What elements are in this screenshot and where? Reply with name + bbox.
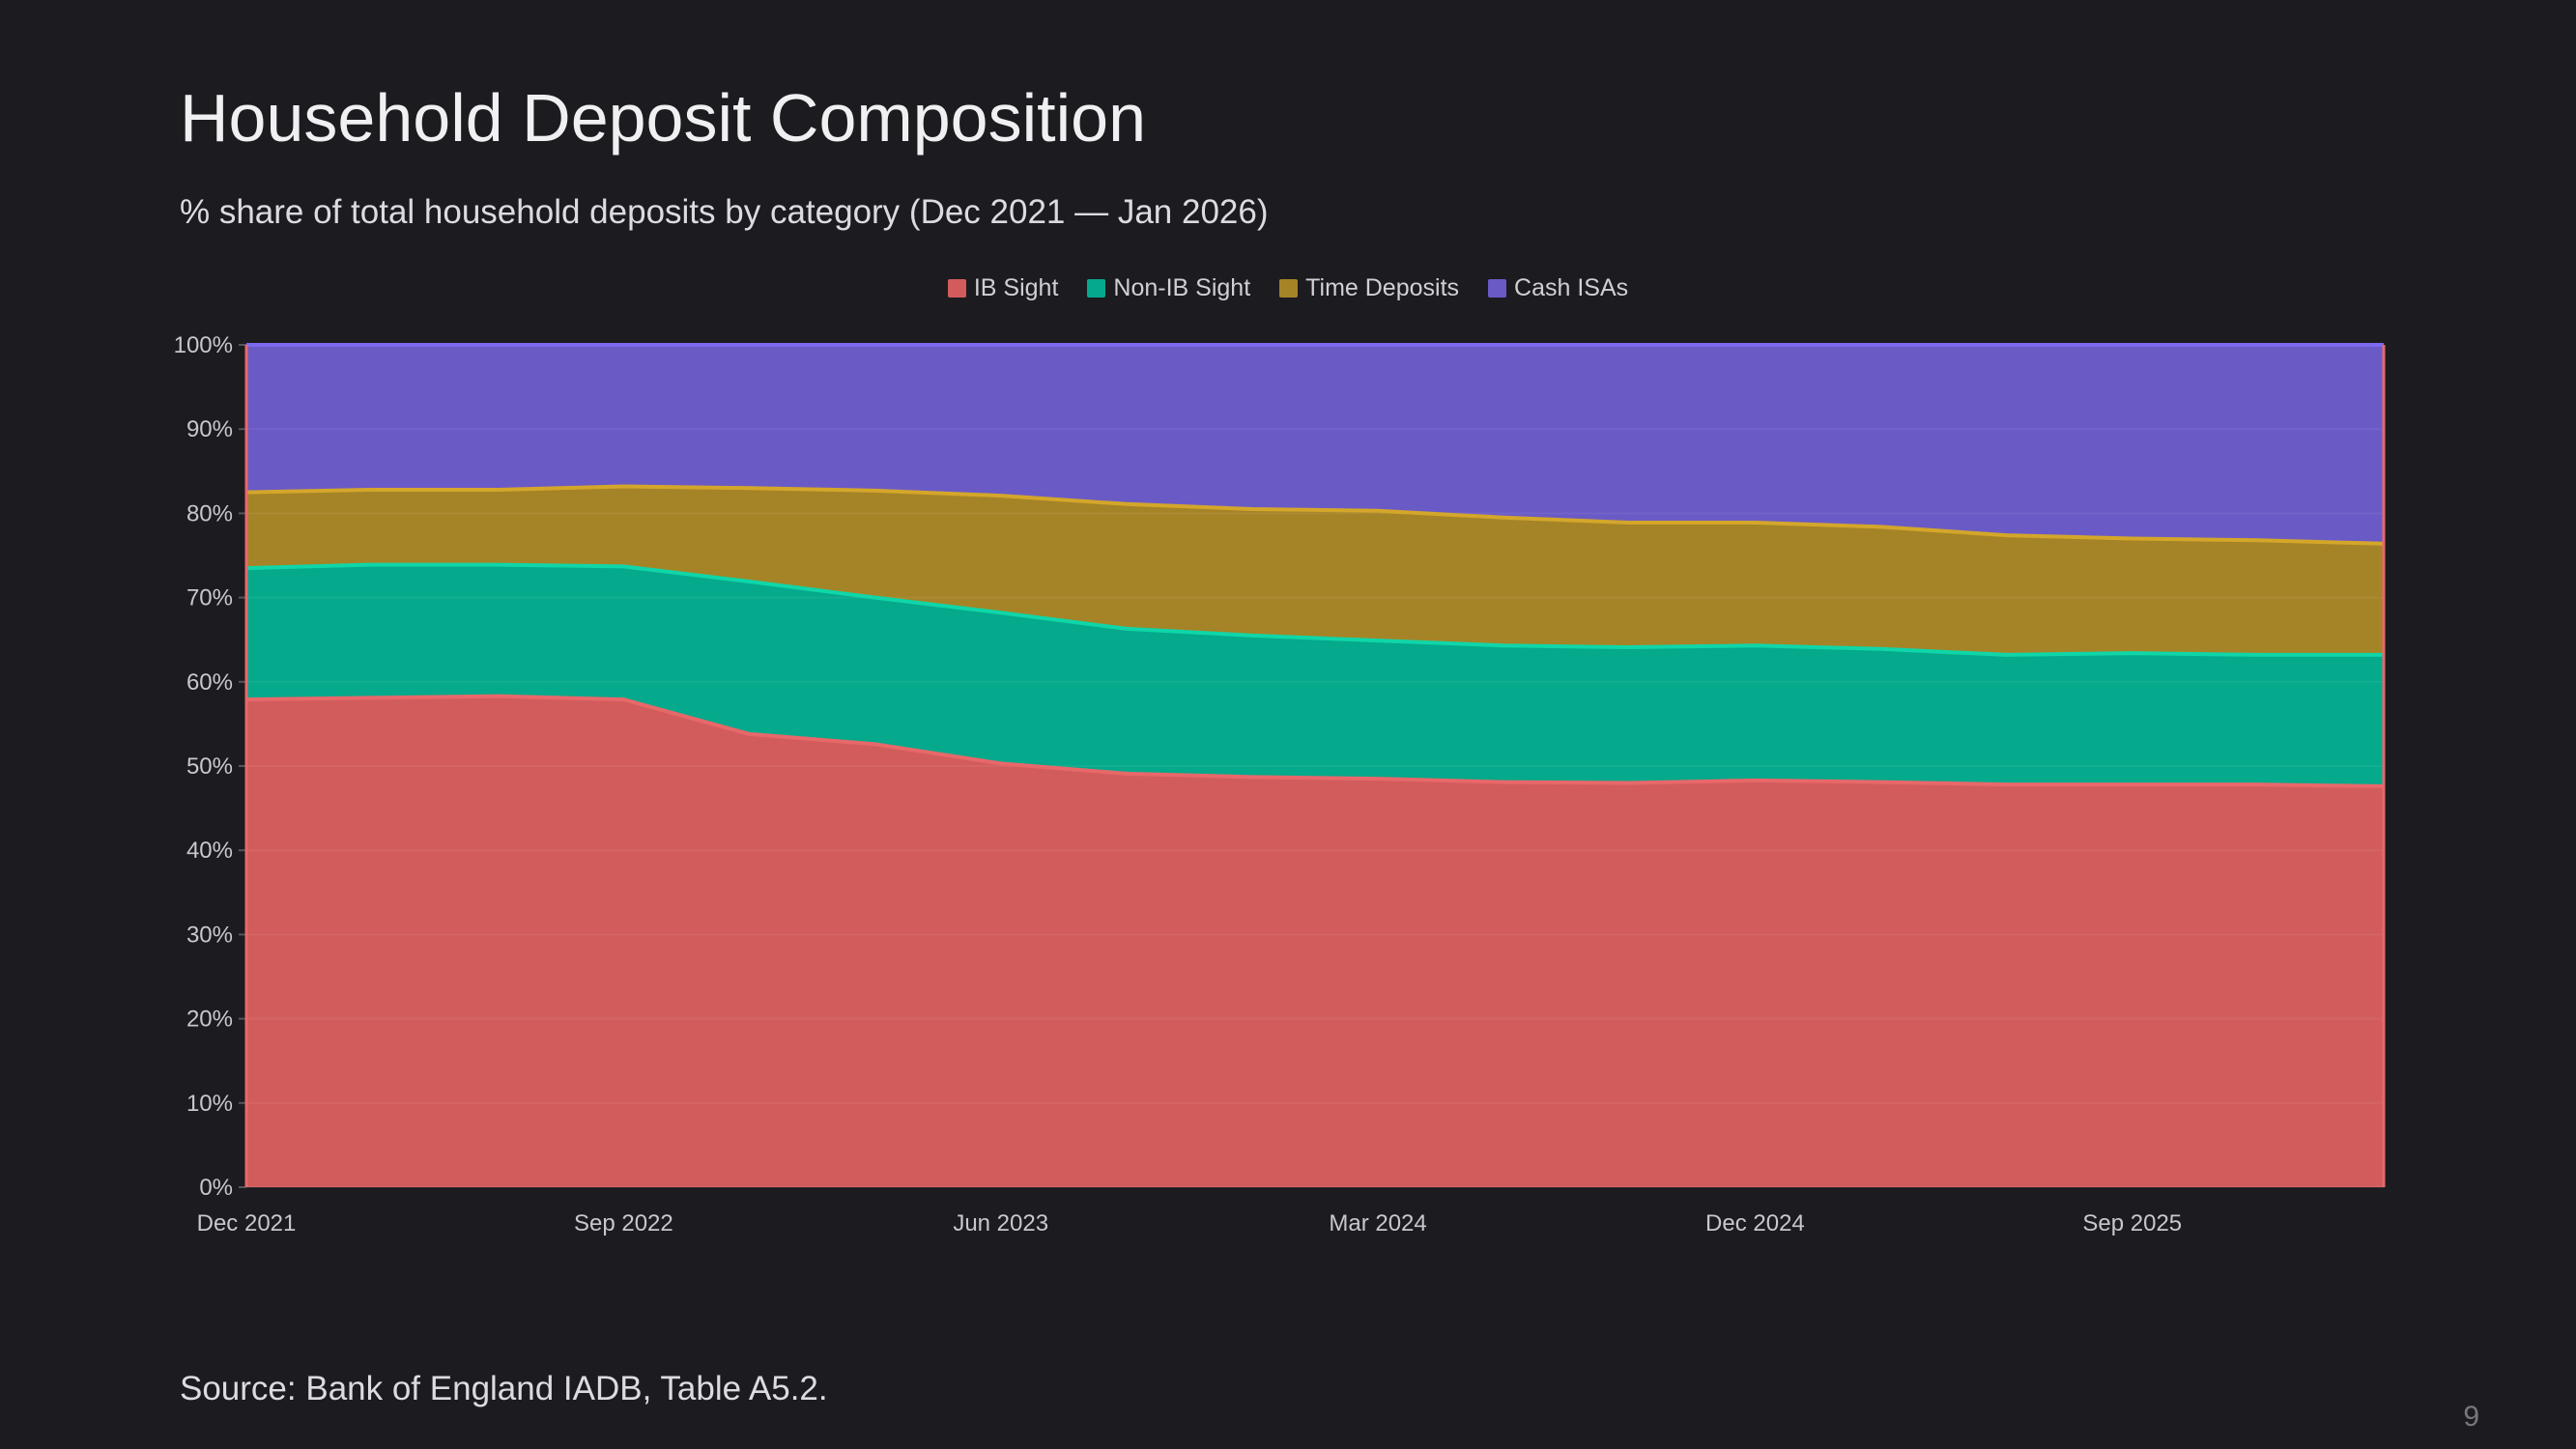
- line-non-ib-sight: [245, 562, 2384, 657]
- y-tick-label: 0%: [199, 1175, 233, 1201]
- area-ib-sight: [246, 696, 2384, 1187]
- area-non-ib-sight: [246, 564, 2384, 786]
- area-time-deposits: [246, 486, 2384, 655]
- y-tick-label: 10%: [186, 1091, 233, 1117]
- x-tick-label: Dec 2021: [197, 1210, 297, 1236]
- y-tick-label: 70%: [186, 585, 233, 611]
- x-tick-label: Mar 2024: [1329, 1210, 1426, 1236]
- legend-label: Time Deposits: [1305, 274, 1460, 301]
- x-tick-label: Sep 2025: [2082, 1210, 2182, 1236]
- legend-item-ib-sight[interactable]: IB Sight: [947, 274, 1059, 302]
- x-tick-label: Sep 2022: [574, 1210, 673, 1236]
- legend-label: Non-IB Sight: [1113, 274, 1251, 301]
- legend-item-non-ib-sight[interactable]: Non-IB Sight: [1087, 274, 1250, 302]
- legend-item-time-deposits[interactable]: Time Deposits: [1279, 274, 1459, 302]
- legend-swatch: [947, 279, 966, 298]
- legend-label: Cash ISAs: [1514, 274, 1629, 301]
- page-number: 9: [2463, 1401, 2479, 1433]
- legend-swatch: [1488, 279, 1507, 298]
- legend-swatch: [1279, 279, 1299, 298]
- area-cash-isas: [246, 345, 2384, 544]
- y-tick-label: 20%: [186, 1007, 233, 1033]
- y-tick-label: 100%: [174, 332, 233, 358]
- x-tick-label: Dec 2024: [1705, 1210, 1805, 1236]
- y-tick-label: 60%: [186, 669, 233, 696]
- chart-subtitle: % share of total household deposits by c…: [180, 193, 1269, 231]
- legend-item-cash-isas[interactable]: Cash ISAs: [1488, 274, 1628, 302]
- line-time-deposits: [245, 484, 2385, 546]
- legend-swatch: [1087, 279, 1106, 298]
- y-tick-label: 80%: [186, 500, 233, 526]
- legend: IB Sight Non-IB Sight Time Deposits Cash…: [0, 274, 2576, 302]
- y-tick-label: 90%: [186, 416, 233, 442]
- chart-title: Household Deposit Composition: [180, 80, 1146, 156]
- y-tick-label: 30%: [186, 922, 233, 948]
- y-tick-label: 50%: [186, 753, 233, 780]
- line-ib-sight: [245, 694, 2385, 788]
- source-note: Source: Bank of England IADB, Table A5.2…: [180, 1370, 828, 1407]
- legend-label: IB Sight: [973, 274, 1059, 301]
- x-tick-label: Jun 2023: [953, 1210, 1048, 1236]
- y-tick-label: 40%: [186, 838, 233, 864]
